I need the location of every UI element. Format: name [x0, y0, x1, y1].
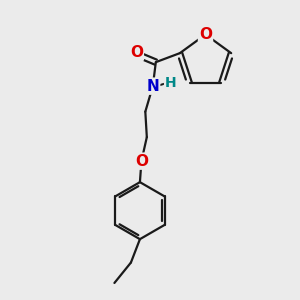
Text: O: O — [130, 45, 143, 60]
Text: H: H — [165, 76, 177, 90]
Text: O: O — [199, 27, 212, 42]
Text: N: N — [146, 79, 159, 94]
Text: O: O — [135, 154, 148, 169]
